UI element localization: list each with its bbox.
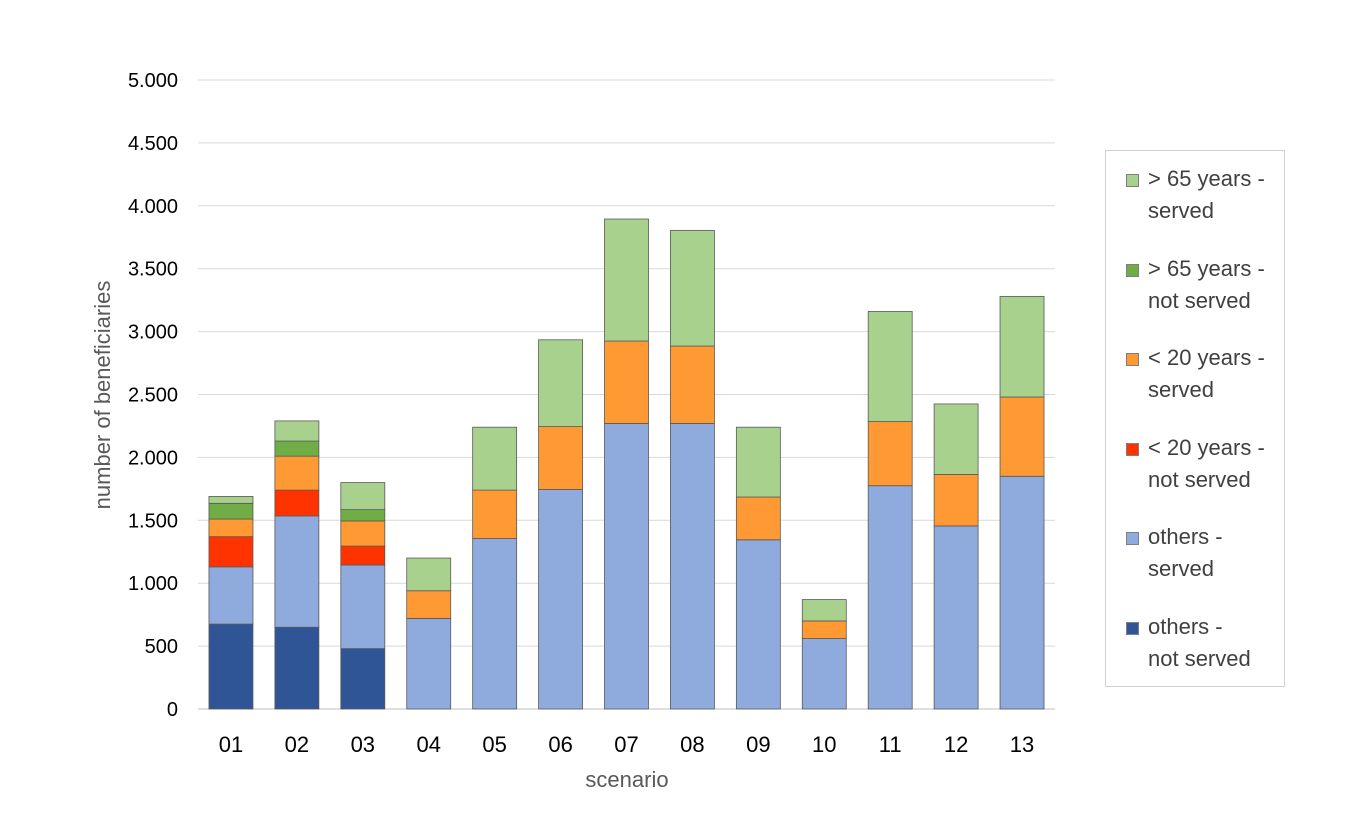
legend-swatch (1126, 174, 1139, 187)
bar-segment (274, 420, 320, 442)
legend-label: < 20 years - served (1148, 345, 1265, 402)
bar-segment (340, 545, 386, 566)
bar-segment (274, 440, 320, 457)
legend-label: > 65 years - served (1148, 166, 1265, 223)
bar-segment (340, 520, 386, 547)
legend: > 65 years - served > 65 years - not serv… (1105, 150, 1285, 687)
bar-segment (735, 539, 781, 710)
bar-segment (999, 396, 1045, 477)
bar-segment (208, 623, 254, 710)
y-tick-label: 4.000 (128, 196, 178, 218)
x-tick-label: 02 (285, 732, 309, 757)
bar-segment (274, 626, 320, 710)
legend-swatch (1126, 532, 1139, 545)
bar-segment (801, 599, 847, 622)
bar-segment (406, 618, 452, 710)
bar-segment (735, 496, 781, 541)
bar-segment (472, 426, 518, 491)
x-tick-label: 11 (879, 732, 902, 757)
bar-segment (801, 620, 847, 639)
x-tick-label: 03 (351, 732, 375, 757)
bar-segment (867, 311, 913, 422)
x-tick-label: 13 (1010, 732, 1034, 757)
bar-segment (933, 525, 979, 710)
bar-segment (472, 489, 518, 539)
bar-segment (999, 295, 1045, 398)
bar-segment (208, 495, 254, 504)
bar-segment (208, 518, 254, 538)
legend-swatch (1126, 263, 1139, 277)
bar-segment (538, 489, 583, 710)
bar-segment (933, 403, 979, 475)
x-tick-label: 09 (746, 732, 770, 757)
y-tick-label: 2.000 (128, 447, 178, 469)
x-axis-label: scenario (585, 767, 668, 792)
bar-segment (538, 426, 583, 490)
bar-segment (538, 339, 583, 427)
legend-swatch (1126, 621, 1139, 635)
bar-segment (801, 638, 847, 710)
bar-segment (340, 509, 386, 522)
bar-segment (867, 485, 913, 710)
bar-segment (208, 536, 254, 568)
bar-segment (406, 590, 452, 619)
bar-segment (340, 482, 386, 511)
bars (208, 218, 1045, 710)
bar-segment (735, 426, 781, 498)
y-tick-label: 3.500 (128, 259, 178, 281)
bar-segment (999, 475, 1045, 710)
y-tick-label: 2.500 (128, 385, 178, 407)
legend-label: others - served (1148, 524, 1223, 581)
y-tick-label: 4.500 (128, 133, 178, 155)
bar-segment (933, 473, 979, 527)
x-tick-label: 08 (680, 732, 704, 757)
legend-label: > 65 years - not served (1148, 255, 1265, 313)
bar-segment (670, 229, 715, 347)
bar-segment (670, 345, 715, 424)
bar-segment (604, 218, 649, 342)
bar-segment (208, 566, 254, 625)
x-tick-label: 07 (614, 732, 638, 757)
bar-segment (208, 502, 254, 520)
x-tick-label: 06 (548, 732, 572, 757)
bar-segment (670, 423, 715, 710)
bar-segment (867, 421, 913, 487)
legend-label: others - not served (1148, 613, 1251, 671)
legend-swatch (1126, 442, 1139, 456)
y-tick-label: 1.000 (128, 573, 178, 595)
bar-segment (274, 489, 320, 517)
y-tick-label: 5.000 (128, 70, 178, 92)
y-tick-label: 0 (167, 699, 178, 721)
bar-segment (406, 557, 452, 592)
bar-segment (340, 648, 386, 710)
x-tick-label: 10 (812, 732, 836, 757)
x-tick-label: 04 (416, 732, 440, 757)
y-axis-label: number of beneficiaries (90, 281, 115, 510)
bar-segment (274, 515, 320, 628)
legend-swatch (1126, 353, 1139, 366)
y-tick-label: 500 (145, 636, 178, 658)
y-tick-label: 3.000 (128, 322, 178, 344)
x-tick-label: 05 (482, 732, 506, 757)
y-tick-label: 1.500 (128, 510, 178, 532)
y-tick-labels: 0 500 1.000 1.500 2.000 2.500 3.000 3.500 4.000 4… (128, 70, 178, 721)
bar-segment (274, 455, 320, 491)
legend-label: < 20 years - not served (1148, 434, 1265, 492)
x-tick-label: 01 (219, 732, 243, 757)
x-tick-label: 12 (944, 732, 968, 757)
bar-segment (472, 538, 518, 710)
x-tick-labels: 01 02 03 04 05 06 07 08 09 10 11 12 13 (219, 732, 1035, 757)
bar-segment (340, 564, 386, 650)
bar-segment (604, 423, 649, 710)
bar-segment (604, 340, 649, 424)
